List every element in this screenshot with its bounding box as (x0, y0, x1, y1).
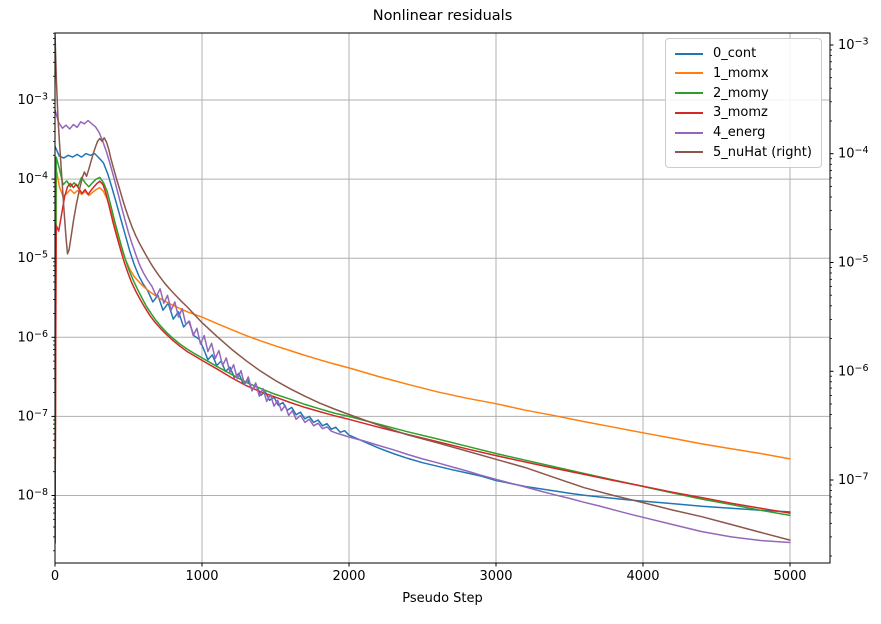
legend-line-swatch (675, 151, 703, 154)
legend-line-swatch (675, 52, 703, 55)
legend-label: 3_momz (713, 105, 768, 121)
series-group (55, 33, 791, 544)
plot-border (54, 32, 831, 564)
x-tick-label: 1000 (185, 569, 218, 584)
legend-line-swatch (675, 111, 703, 114)
legend-entry-0_cont: 0_cont (675, 46, 812, 61)
legend-line-swatch (675, 72, 703, 75)
x-tick-label: 5000 (773, 569, 806, 584)
y-tick-label: 10−6 (838, 363, 869, 380)
legend-entry-5_nuHat: 5_nuHat (right) (675, 145, 812, 160)
legend-label: 0_cont (713, 46, 757, 61)
series-5_nuHat (55, 33, 791, 541)
x-tick-label: 0 (51, 569, 59, 584)
y-tick-label: 10−7 (838, 472, 869, 489)
legend-entry-1_momx: 1_momx (675, 66, 812, 81)
legend-line-swatch (675, 92, 703, 95)
x-tick-label: 3000 (479, 569, 512, 584)
y-tick-label: 10−4 (838, 145, 869, 162)
legend-entry-3_momz: 3_momz (675, 105, 812, 120)
y-tick-label: 10−6 (17, 329, 48, 346)
legend: 0_cont 1_momx 2_momy 3_momz 4_energ 5_nuHat (… (665, 38, 822, 168)
series-3_momz (55, 180, 791, 544)
x-axis-label: Pseudo Step (402, 591, 483, 606)
y-tick-label: 10−8 (17, 487, 48, 504)
y-tick-label: 10−3 (17, 92, 48, 109)
series-1_momx (55, 168, 791, 544)
y-tick-label: 10−3 (838, 37, 869, 54)
series-2_momy (55, 156, 791, 544)
chart-title: Nonlinear residuals (372, 8, 513, 24)
y-tick-label: 10−5 (838, 254, 869, 271)
legend-line-swatch (675, 131, 703, 134)
y-tick-label: 10−4 (17, 171, 48, 188)
series-4_energ (55, 109, 791, 544)
legend-label: 1_momx (713, 65, 769, 81)
y-tick-label: 10−7 (17, 408, 48, 425)
ticks (51, 32, 834, 567)
legend-label: 4_energ (713, 125, 766, 141)
x-tick-label: 4000 (626, 569, 659, 584)
legend-label: 2_momy (713, 85, 769, 101)
legend-label: 5_nuHat (right) (713, 144, 812, 160)
legend-entry-4_energ: 4_energ (675, 125, 812, 140)
y-tick-label: 10−5 (17, 250, 48, 267)
series-0_cont (55, 145, 791, 513)
x-tick-label: 2000 (332, 569, 365, 584)
legend-entry-2_momy: 2_momy (675, 86, 812, 101)
